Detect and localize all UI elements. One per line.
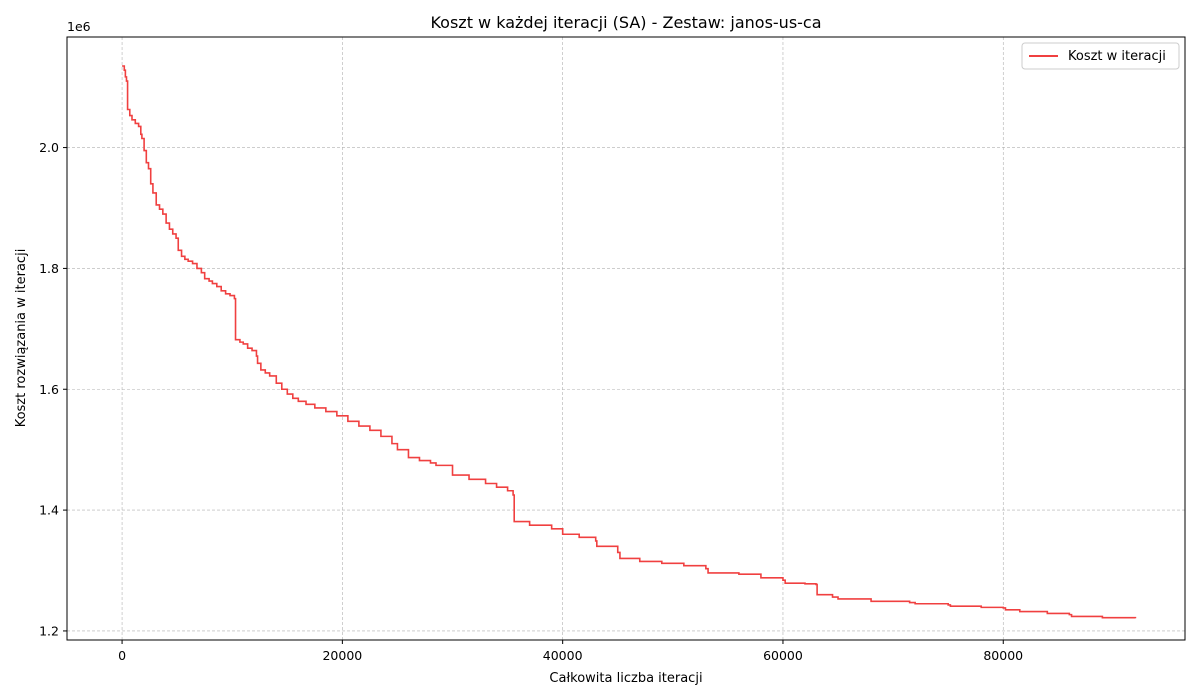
x-axis: 0 20000 40000 60000 80000 bbox=[118, 640, 1023, 663]
legend: Koszt w iteracji bbox=[1021, 42, 1180, 70]
series-line-0 bbox=[122, 65, 1137, 619]
y-offset-label: 1e6 bbox=[67, 19, 91, 34]
y-axis: 1.2 1.4 1.6 1.8 2.0 bbox=[39, 140, 67, 638]
y-axis-label: Koszt rozwiązania w iteracji bbox=[14, 249, 29, 428]
y-tick-label: 1.2 bbox=[39, 623, 59, 638]
y-tick-label: 1.8 bbox=[39, 261, 59, 276]
x-axis-label: Całkowita liczba iteracji bbox=[549, 671, 702, 686]
chart-title: Koszt w każdej iteracji (SA) - Zestaw: j… bbox=[430, 13, 821, 32]
x-tick-label: 0 bbox=[118, 648, 126, 663]
legend-label: Koszt w iteracji bbox=[1068, 49, 1166, 64]
y-tick-label: 2.0 bbox=[39, 140, 59, 155]
plot-area bbox=[122, 65, 1137, 619]
x-tick-label: 80000 bbox=[983, 648, 1023, 663]
grid-lines bbox=[67, 37, 1185, 640]
y-tick-label: 1.6 bbox=[39, 382, 59, 397]
x-tick-label: 40000 bbox=[543, 648, 583, 663]
plot-frame bbox=[66, 36, 1186, 641]
x-tick-label: 60000 bbox=[763, 648, 803, 663]
x-tick-label: 20000 bbox=[322, 648, 362, 663]
y-tick-label: 1.4 bbox=[39, 503, 59, 518]
legend-box bbox=[1021, 42, 1180, 70]
